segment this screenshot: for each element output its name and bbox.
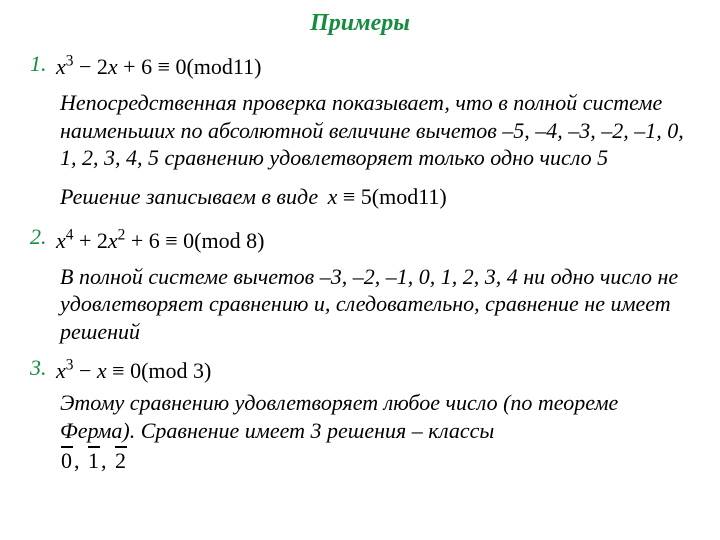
class-0: 0 xyxy=(60,448,74,474)
example-2-text: В полной системе вычетов –3, –2, –1, 0, … xyxy=(60,263,690,346)
class-2: 2 xyxy=(114,448,128,474)
example-1-formula-text: x3 − 2x + 6 ≡ 0(mod11) xyxy=(56,54,261,79)
example-3-text: Этому сравнению удовлетворяет любое числ… xyxy=(60,389,690,444)
example-2-number: 2. xyxy=(30,224,56,250)
class-1: 1 xyxy=(87,448,101,474)
example-2-formula: x4 + 2x2 + 6 ≡ 0(mod 8) xyxy=(56,224,264,256)
example-1-formula: x3 − 2x + 6 ≡ 0(mod11) xyxy=(56,51,261,83)
example-3-formula-text: x3 − x ≡ 0(mod 3) xyxy=(56,358,211,383)
example-3-formula: x3 − x ≡ 0(mod 3) xyxy=(56,355,211,387)
example-2-formula-text: x4 + 2x2 + 6 ≡ 0(mod 8) xyxy=(56,228,264,253)
example-1-header: 1. x3 − 2x + 6 ≡ 0(mod11) xyxy=(30,51,690,83)
example-1-solution-line: Решение записываем в виде x ≡ 5(mod11) xyxy=(60,182,690,213)
page: Примеры 1. x3 − 2x + 6 ≡ 0(mod11) Непоср… xyxy=(0,0,720,540)
example-1-solution-formula: x ≡ 5(mod11) xyxy=(328,184,447,209)
example-1-solution-label: Решение записываем в виде xyxy=(60,184,318,209)
example-1-text: Непосредственная проверка показывает, чт… xyxy=(60,89,690,172)
example-1-number: 1. xyxy=(30,51,56,77)
example-2-header: 2. x4 + 2x2 + 6 ≡ 0(mod 8) xyxy=(30,224,690,256)
example-3-classes: 0, 1, 2 xyxy=(60,448,690,474)
page-title: Примеры xyxy=(30,10,690,37)
example-3-header: 3. x3 − x ≡ 0(mod 3) xyxy=(30,355,690,387)
example-3-number: 3. xyxy=(30,355,56,381)
